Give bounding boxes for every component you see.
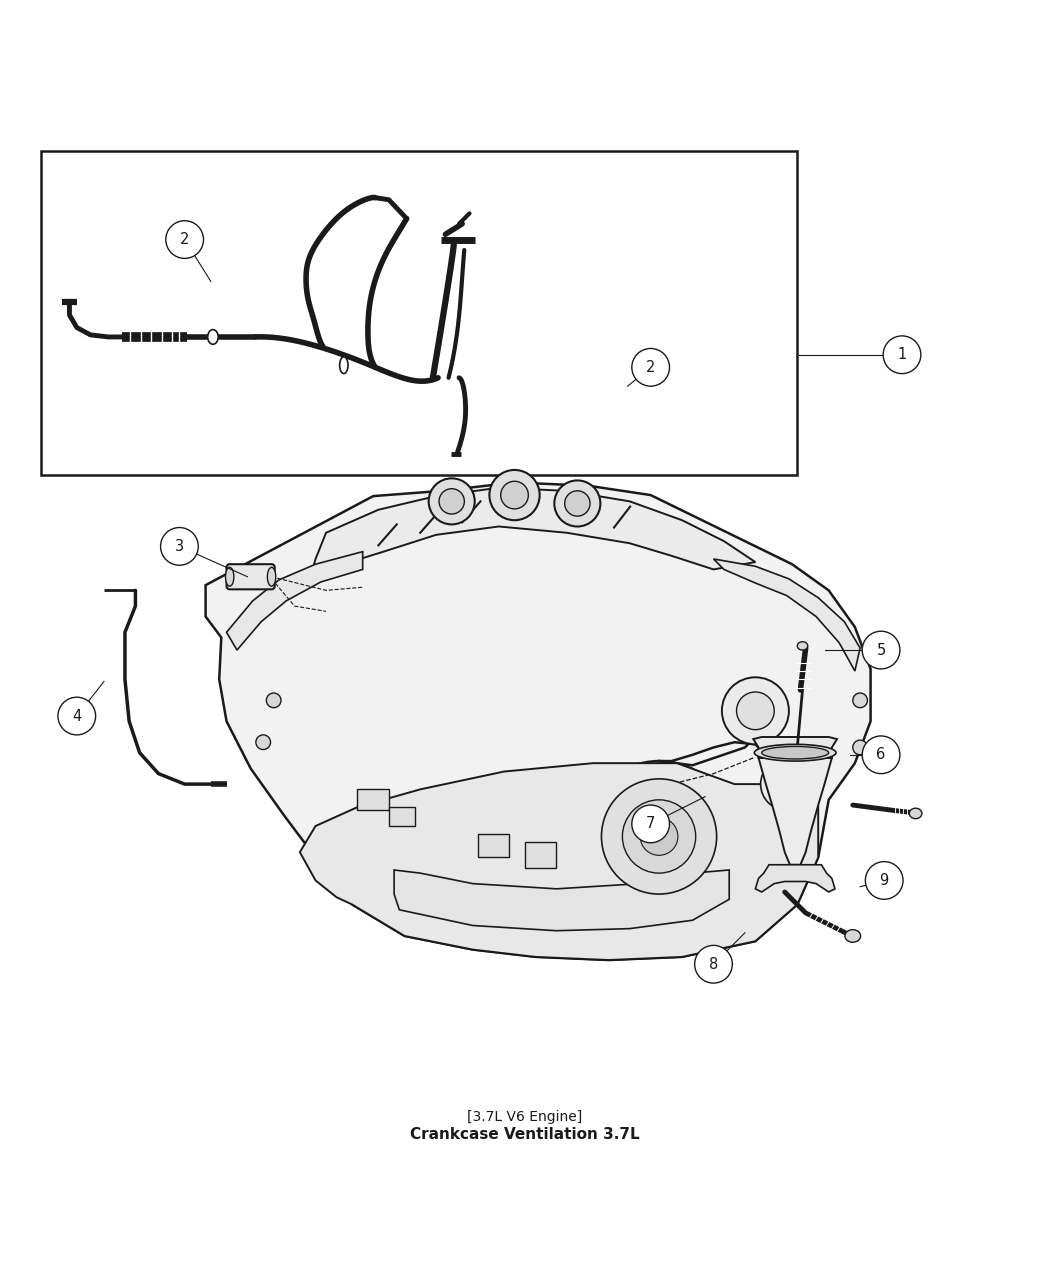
Circle shape [760,757,813,811]
Circle shape [623,799,696,873]
Circle shape [267,694,281,708]
Ellipse shape [761,746,828,759]
Text: 9: 9 [880,873,888,887]
FancyBboxPatch shape [357,789,388,811]
Polygon shape [300,764,818,960]
Polygon shape [227,552,362,650]
Circle shape [501,481,528,509]
Text: [3.7L V6 Engine]: [3.7L V6 Engine] [467,1111,583,1125]
FancyBboxPatch shape [478,834,509,857]
Text: 8: 8 [709,956,718,972]
Circle shape [883,335,921,374]
Text: 1: 1 [898,347,906,362]
FancyBboxPatch shape [227,565,275,589]
Polygon shape [206,482,870,960]
Circle shape [554,481,601,527]
Circle shape [161,528,198,565]
Ellipse shape [845,929,861,942]
Circle shape [736,692,774,729]
Circle shape [865,862,903,899]
Polygon shape [394,870,729,931]
Circle shape [602,779,717,894]
Circle shape [632,805,670,843]
Ellipse shape [909,808,922,819]
Ellipse shape [339,357,348,374]
Circle shape [632,348,670,386]
Circle shape [722,677,789,745]
Text: 6: 6 [877,747,886,762]
Ellipse shape [226,567,234,586]
Circle shape [166,221,204,259]
Polygon shape [311,488,755,576]
Polygon shape [758,757,832,864]
Circle shape [439,488,464,514]
Ellipse shape [797,641,807,650]
FancyBboxPatch shape [388,807,415,826]
Circle shape [640,817,678,856]
Text: 5: 5 [877,643,886,658]
Circle shape [58,697,96,734]
FancyBboxPatch shape [41,150,797,476]
Circle shape [584,761,734,912]
Circle shape [853,694,867,708]
Text: 4: 4 [72,709,82,723]
Polygon shape [714,558,860,671]
Text: 2: 2 [646,360,655,375]
Text: 2: 2 [180,232,189,247]
Circle shape [853,740,867,755]
Circle shape [565,491,590,516]
Ellipse shape [208,330,218,344]
Circle shape [489,470,540,520]
Ellipse shape [754,745,836,761]
Circle shape [695,945,732,983]
Text: 3: 3 [175,539,184,553]
FancyBboxPatch shape [525,842,556,868]
Text: Crankcase Ventilation 3.7L: Crankcase Ventilation 3.7L [411,1127,639,1142]
Ellipse shape [268,567,276,586]
Circle shape [428,478,475,524]
Polygon shape [753,737,837,757]
Circle shape [862,631,900,669]
Circle shape [862,736,900,774]
Circle shape [256,734,271,750]
Polygon shape [755,864,835,892]
Text: 7: 7 [646,816,655,831]
